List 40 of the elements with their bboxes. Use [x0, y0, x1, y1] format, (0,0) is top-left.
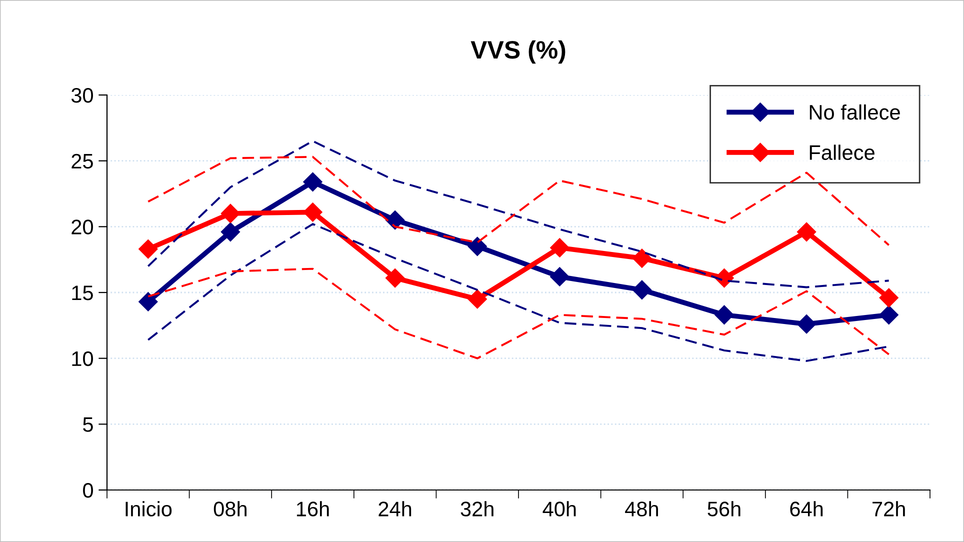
- x-tick-label: 72h: [872, 501, 905, 516]
- point: [303, 202, 322, 222]
- point: [138, 240, 158, 259]
- point: [632, 248, 652, 268]
- point: [797, 222, 816, 242]
- chart-title: VVS (%): [470, 40, 566, 64]
- x-tick-label: 64h: [790, 501, 823, 516]
- point: [714, 305, 734, 324]
- point: [386, 268, 405, 288]
- point: [879, 288, 898, 308]
- point: [386, 210, 405, 230]
- x-tick-label: 24h: [378, 501, 412, 516]
- y-tick-label: 15: [72, 286, 93, 300]
- y-tick-label: 10: [72, 351, 93, 366]
- point: [550, 238, 570, 258]
- y-tick-label: 20: [72, 220, 93, 234]
- x-tick-label: Inicio: [126, 501, 172, 516]
- x-tick-label: 32h: [460, 501, 494, 516]
- point: [468, 290, 487, 309]
- y-tick-label: 5: [83, 417, 93, 432]
- point: [220, 204, 240, 224]
- y-tick-label: 30: [71, 88, 93, 103]
- x-tick-label: 56h: [708, 501, 740, 516]
- legend-label: No fallece: [810, 104, 900, 120]
- y-tick-label: 0: [83, 483, 93, 498]
- point: [138, 292, 158, 312]
- x-tick-label: 16h: [296, 501, 329, 516]
- point: [468, 236, 487, 256]
- x-tick-label: 08h: [214, 501, 246, 516]
- line-series: [147, 140, 890, 288]
- y-tick-label: 25: [72, 154, 93, 169]
- point: [220, 222, 240, 242]
- legend-label: Fallece: [810, 144, 874, 160]
- point: [550, 267, 570, 286]
- point: [632, 280, 652, 300]
- x-tick-label: 40h: [542, 501, 576, 516]
- x-tick-label: 48h: [625, 501, 658, 516]
- point: [879, 305, 898, 324]
- point: [797, 314, 816, 334]
- point: [303, 172, 322, 192]
